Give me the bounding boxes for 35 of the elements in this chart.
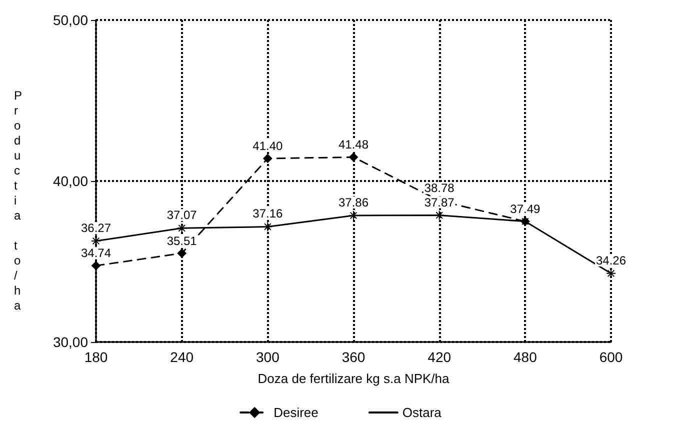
point [263,154,272,163]
x-tick-label: 480 [513,349,538,365]
x-tick-label: 420 [428,349,452,365]
x-axis-title: Doza de fertilizare kg s.a NPK/ha [258,371,450,386]
y-tick-label: 50,00 [52,12,88,28]
legend-label: Ostara [402,405,442,420]
point [262,222,273,232]
point [177,248,186,258]
x-tick-label: 240 [170,349,194,365]
data-label: 37.49 [510,202,541,216]
y-tick-label: 30,00 [52,334,88,350]
point [92,261,100,270]
x-tick-label: 360 [342,349,366,365]
data-label: 37.07 [166,208,198,222]
data-label: 34.74 [80,246,112,260]
point [606,268,616,278]
legend-label: Desiree [274,405,318,420]
text: Productia to/ha [14,88,22,312]
point [176,223,187,234]
x-tick-label: 300 [256,349,280,365]
point [349,152,358,162]
data-label: 41.40 [252,138,284,153]
data-label: 41.48 [338,138,369,152]
data-label: 37.87 [424,195,455,210]
x-tick-label: 180 [84,349,108,365]
data-label: 38.78 [424,181,455,196]
data-label: 36.27 [80,221,112,236]
data-label: 34.26 [596,253,626,268]
x-tick-label: 600 [599,349,623,365]
data-label: 37.86 [338,195,369,210]
data-label: 35.51 [166,234,198,248]
point [434,210,444,220]
point [348,210,358,220]
y-tick-label: 40,00 [52,173,88,189]
data-label: 37.16 [252,206,284,221]
